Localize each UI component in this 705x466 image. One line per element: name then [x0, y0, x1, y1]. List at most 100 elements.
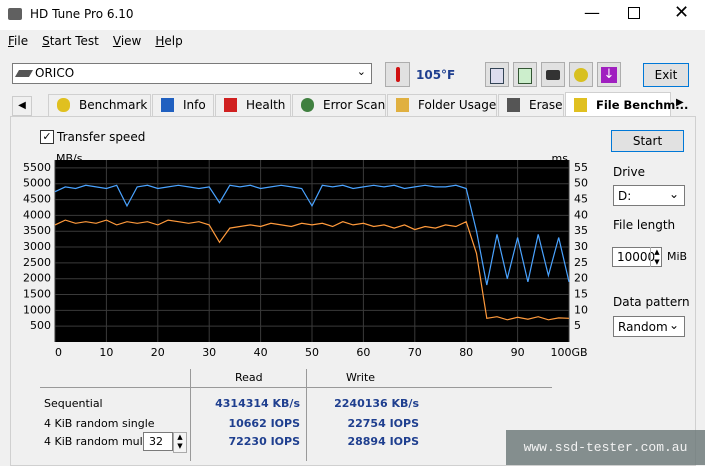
spinner[interactable]: ▲ ▼	[173, 432, 187, 453]
checkbox-label: Transfer speed	[57, 130, 146, 144]
file-length-input[interactable]: 10000	[612, 247, 662, 267]
y-tick-label: 1000	[23, 303, 51, 316]
window-title: HD Tune Pro 6.10	[30, 7, 134, 21]
tab[interactable]: Info	[152, 94, 214, 116]
x-tick-label: 80	[459, 346, 473, 359]
column-header: Read	[235, 371, 263, 384]
drive-label: Drive	[613, 165, 645, 179]
options-button[interactable]	[569, 62, 593, 87]
data-line	[54, 219, 570, 321]
y-tick-label: 2500	[23, 256, 51, 269]
tab-label: Benchmark	[79, 98, 148, 112]
y2-tick-label: 50	[574, 177, 588, 190]
file-length-label: File length	[613, 218, 676, 232]
tab-label: Info	[183, 98, 206, 112]
pattern-combo[interactable]: Random ⌄	[613, 316, 685, 337]
start-button[interactable]: Start	[611, 130, 684, 152]
tab-label: Erase	[529, 98, 563, 112]
drive-name: ORICO	[35, 66, 75, 80]
temperature: 105°F	[416, 68, 456, 82]
x-tick-label: 20	[151, 346, 165, 359]
copy-button[interactable]	[485, 62, 509, 87]
exit-button[interactable]: Exit	[643, 63, 689, 87]
y-tick-label: 3000	[23, 240, 51, 253]
y2-tick-label: 30	[574, 240, 588, 253]
table-rule	[40, 387, 552, 388]
save-button[interactable]: ↓	[597, 62, 621, 87]
drive-select[interactable]: ORICO ⌄	[12, 63, 372, 84]
tab-label: Folder Usage	[418, 98, 497, 112]
x-tick-label: 100GB	[550, 346, 587, 359]
x-tick-label: 0	[55, 346, 62, 359]
x-tick-label: 90	[511, 346, 525, 359]
y2-tick-label: 15	[574, 288, 588, 301]
y2-tick-label: 55	[574, 161, 588, 174]
read-value: 72230 IOPS	[228, 435, 300, 448]
tab[interactable]: Health	[215, 94, 291, 116]
tab[interactable]: Benchmark	[48, 94, 151, 116]
tab-active[interactable]: File Benchm...	[565, 92, 688, 117]
y-tick-label: 5000	[23, 177, 51, 190]
tab-scroll-right[interactable]: ▶	[676, 97, 684, 108]
row-label: Sequential	[44, 397, 103, 410]
y2-axis-label: ms	[552, 152, 569, 165]
tab[interactable]: Error Scan	[292, 94, 386, 116]
y2-tick-label: 20	[574, 272, 588, 285]
column-header: Write	[346, 371, 376, 384]
tab[interactable]: Erase	[498, 94, 564, 116]
app-icon	[8, 8, 22, 20]
y2-tick-label: 45	[574, 193, 588, 206]
title-bar: HD Tune Pro 6.10 — ✕	[0, 0, 705, 30]
drive-combo[interactable]: D: ⌄	[613, 185, 685, 206]
table-rule	[190, 369, 191, 461]
x-tick-label: 40	[254, 346, 268, 359]
copy-all-button[interactable]	[513, 62, 537, 87]
y2-tick-label: 25	[574, 256, 588, 269]
menu-item[interactable]: File	[8, 34, 29, 48]
screenshot-button[interactable]	[541, 62, 565, 87]
menu-item[interactable]: Help	[155, 34, 183, 48]
menu-item[interactable]: View	[112, 34, 142, 48]
y2-tick-label: 40	[574, 208, 588, 221]
thermometer	[385, 62, 410, 87]
pattern-label: Data pattern	[613, 295, 690, 309]
read-value: 10662 IOPS	[228, 417, 300, 430]
maximize[interactable]	[628, 7, 640, 19]
y2-tick-label: 10	[574, 303, 588, 316]
data-line	[54, 184, 570, 286]
y-tick-label: 4500	[23, 193, 51, 206]
table-rule	[306, 369, 307, 461]
x-tick-label: 30	[202, 346, 216, 359]
checkbox[interactable]: ✓	[40, 130, 54, 144]
tab-scroll-left[interactable]: ◀	[12, 96, 32, 116]
drive-letter: D:	[618, 189, 632, 203]
row-label: 4 KiB random multi	[44, 435, 151, 448]
y2-tick-label: 35	[574, 224, 588, 237]
minimize[interactable]: —	[584, 3, 600, 22]
read-value: 4314314 KB/s	[215, 397, 300, 410]
write-value: 28894 IOPS	[347, 435, 419, 448]
y-tick-label: 5500	[23, 161, 51, 174]
write-value: 2240136 KB/s	[334, 397, 419, 410]
tab-label: Error Scan	[323, 98, 386, 112]
y-tick-label: 1500	[23, 288, 51, 301]
y-tick-label: 3500	[23, 224, 51, 237]
unit-label: MiB	[667, 250, 688, 263]
close[interactable]: ✕	[674, 2, 690, 23]
row-label: 4 KiB random single	[44, 417, 155, 430]
y2-tick-label: 5	[574, 319, 581, 332]
tab-label: Health	[246, 98, 286, 112]
y-tick-label: 4000	[23, 208, 51, 221]
x-tick-label: 60	[356, 346, 370, 359]
x-tick-label: 70	[408, 346, 422, 359]
tab[interactable]: Folder Usage	[387, 94, 497, 116]
menu-bar: File Start Test View Help	[8, 34, 197, 48]
dropdown-arrow: ⌄	[356, 65, 366, 78]
x-tick-label: 10	[99, 346, 113, 359]
queue-input[interactable]: 32	[143, 432, 173, 451]
menu-item[interactable]: Start Test	[42, 34, 99, 48]
file-length: 10000	[617, 250, 656, 264]
spinner[interactable]: ▲ ▼	[650, 247, 663, 267]
